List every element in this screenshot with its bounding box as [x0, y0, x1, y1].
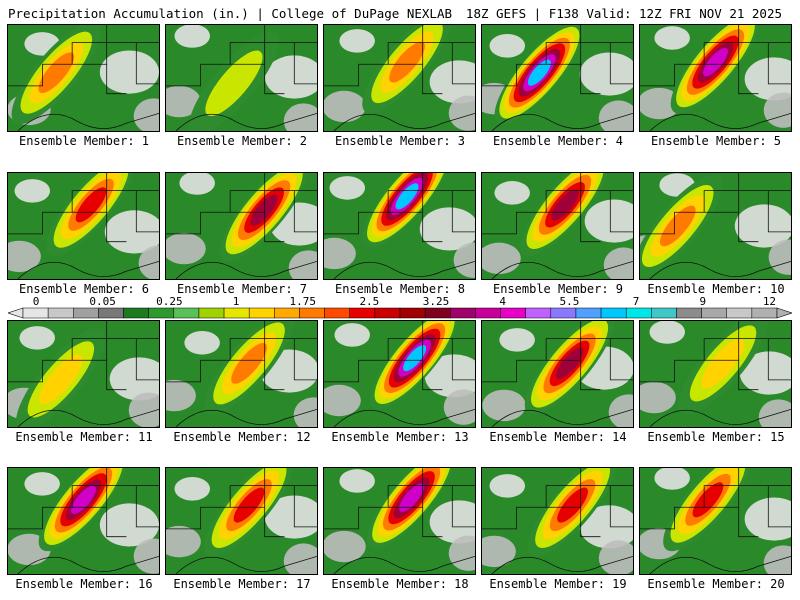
member-label: Ensemble Member: 7: [176, 282, 308, 296]
model-run-info: 18Z GEFS | F138 Valid: 12Z FRI NOV 21 20…: [465, 6, 782, 21]
colorbar-tick-label: 1.75: [289, 295, 316, 308]
member-label: Ensemble Member: 12: [173, 430, 311, 444]
colorbar-swatch: [625, 307, 652, 319]
colorbar-swatch: [676, 307, 702, 319]
colorbar-swatch: [299, 307, 325, 319]
colorbar-legend: 0 0.05 0.25 1 1.75 2.5 3.25 4 5.5 7 9 12: [8, 295, 792, 321]
member-label: Ensemble Member: 3: [334, 134, 466, 148]
map-panel-member-13: [323, 320, 476, 428]
map-panel-member-5: [639, 24, 792, 132]
colorbar-swatch: [223, 307, 250, 319]
map-panel-member-2: [165, 24, 318, 132]
colorbar-tick-label: 0: [32, 295, 40, 308]
member-label: Ensemble Member: 19: [489, 577, 627, 591]
colorbar-tick-label: 4: [499, 295, 507, 308]
colorbar-swatch: [575, 307, 602, 319]
colorbar-swatch: [198, 307, 225, 319]
map-panel-member-17: [165, 467, 318, 575]
member-label: Ensemble Member: 8: [334, 282, 466, 296]
colorbar-tick-label: 7: [632, 295, 640, 308]
map-panel-member-19: [481, 467, 634, 575]
member-label: Ensemble Member: 11: [15, 430, 153, 444]
map-panel-member-10: [639, 172, 792, 280]
colorbar-swatch: [450, 307, 476, 319]
map-panel-member-18: [323, 467, 476, 575]
colorbar-swatch: [475, 307, 501, 319]
map-panel-member-16: [7, 467, 160, 575]
member-label: Ensemble Member: 14: [489, 430, 627, 444]
colorbar-swatch: [73, 307, 99, 319]
chart-title: Precipitation Accumulation (in.) | Colle…: [8, 6, 453, 21]
colorbar-tick-label: 5.5: [559, 295, 580, 308]
member-label: Ensemble Member: 15: [647, 430, 785, 444]
colorbar-swatch: [349, 307, 376, 319]
colorbar-swatch: [726, 307, 753, 319]
map-panel-member-1: [7, 24, 160, 132]
colorbar-swatch: [47, 307, 74, 319]
member-label: Ensemble Member: 9: [492, 282, 624, 296]
map-panel-member-8: [323, 172, 476, 280]
colorbar-tick-label: 12: [762, 295, 777, 308]
colorbar-swatch: [424, 307, 451, 319]
colorbar-tick-label: 0.05: [89, 295, 116, 308]
map-panel-member-4: [481, 24, 634, 132]
colorbar-swatches: [8, 307, 792, 319]
colorbar-swatch: [148, 307, 175, 319]
map-panel-member-20: [639, 467, 792, 575]
map-panel-member-12: [165, 320, 318, 428]
colorbar-tick-label: 1: [232, 295, 240, 308]
colorbar-swatch: [701, 307, 727, 319]
colorbar-swatch: [399, 307, 426, 319]
colorbar-swatch: [274, 307, 300, 319]
map-panel-member-6: [7, 172, 160, 280]
map-panel-member-14: [481, 320, 634, 428]
map-panel-member-11: [7, 320, 160, 428]
colorbar-tick-label: 2.5: [359, 295, 380, 308]
colorbar-swatch: [600, 307, 627, 319]
colorbar-swatch: [651, 307, 677, 319]
map-panel-member-15: [639, 320, 792, 428]
member-label: Ensemble Member: 18: [331, 577, 469, 591]
colorbar-swatch: [123, 307, 149, 319]
colorbar-swatch: [751, 307, 778, 319]
colorbar-swatch: [500, 307, 526, 319]
member-label: Ensemble Member: 16: [15, 577, 153, 591]
member-label: Ensemble Member: 5: [650, 134, 782, 148]
member-label: Ensemble Member: 1: [18, 134, 150, 148]
member-label: Ensemble Member: 20: [647, 577, 785, 591]
member-label: Ensemble Member: 10: [647, 282, 785, 296]
map-panel-member-7: [165, 172, 318, 280]
member-label: Ensemble Member: 2: [176, 134, 308, 148]
colorbar-swatch: [248, 307, 275, 319]
colorbar-swatch: [374, 307, 401, 319]
map-panel-member-9: [481, 172, 634, 280]
colorbar-tick-label: 9: [699, 295, 707, 308]
colorbar-swatch: [173, 307, 200, 319]
colorbar-swatch: [550, 307, 577, 319]
colorbar-tick-label: 0.25: [156, 295, 183, 308]
colorbar-swatch: [22, 307, 49, 319]
member-label: Ensemble Member: 13: [331, 430, 469, 444]
member-label: Ensemble Member: 4: [492, 134, 624, 148]
colorbar-swatch: [324, 307, 350, 319]
colorbar-swatch: [98, 307, 124, 319]
map-panel-member-3: [323, 24, 476, 132]
colorbar-tick-label: 3.25: [422, 295, 450, 308]
member-label: Ensemble Member: 6: [18, 282, 150, 296]
colorbar-swatch: [525, 307, 552, 319]
member-label: Ensemble Member: 17: [173, 577, 311, 591]
